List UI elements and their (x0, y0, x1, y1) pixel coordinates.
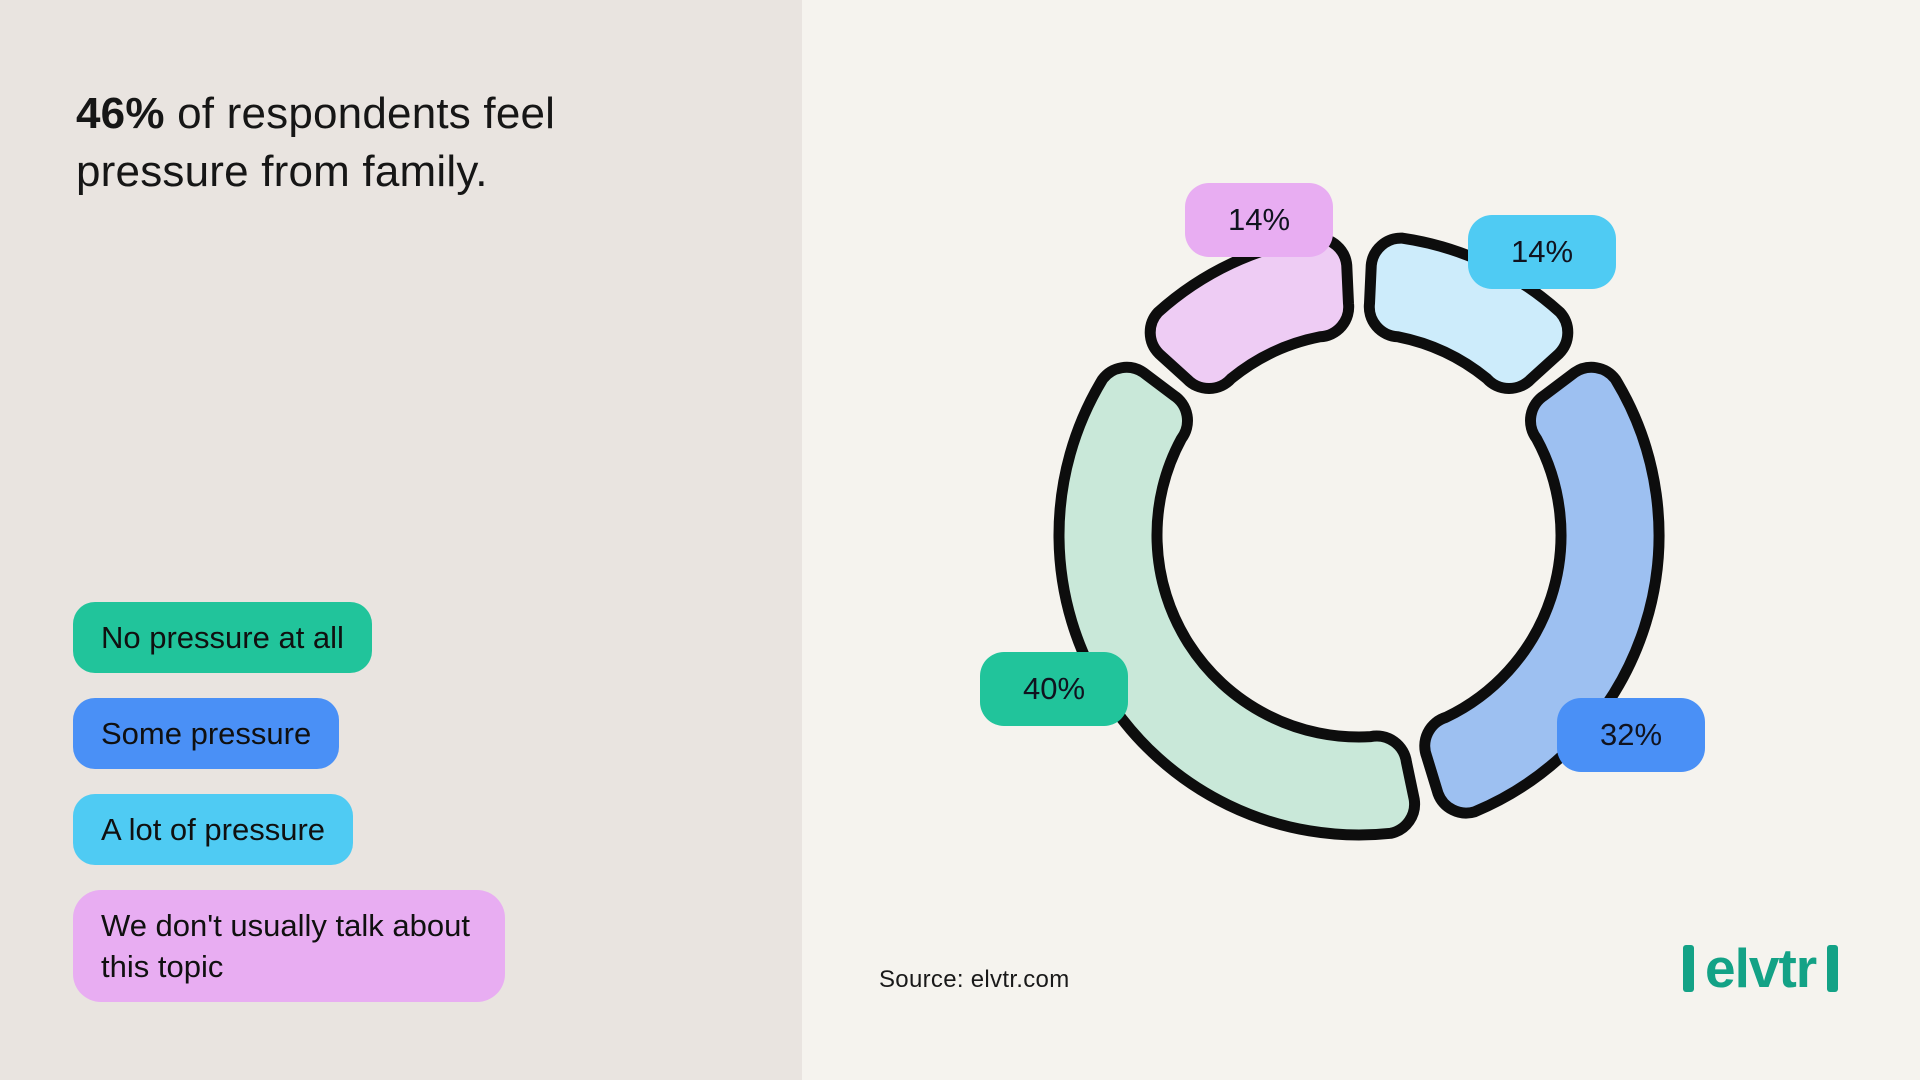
legend-label: Some pressure (101, 716, 312, 751)
legend-pill-some-pressure: Some pressure (73, 698, 340, 769)
source-note: Source: elvtr.com (879, 966, 1070, 993)
legend-pill-no-pressure: No pressure at all (73, 602, 372, 673)
left-panel: 46% of respondents feel pressure from fa… (0, 0, 802, 1080)
legend-label: We don't usually talk about this topic (101, 908, 470, 984)
headline-text: of respondents feel pressure from family… (76, 89, 556, 197)
logo-left-bar-icon (1683, 945, 1694, 992)
page-title: 46% of respondents feel pressure from fa… (76, 85, 706, 201)
logo-wordmark: elvtr (1705, 937, 1817, 999)
segment-badge-some-pressure: 32% (1557, 698, 1705, 772)
chart-panel (802, 0, 1920, 1080)
segment-badge-no-pressure: 40% (980, 652, 1128, 726)
segment-badge-dont-talk: 14% (1185, 183, 1333, 257)
legend-pill-a-lot-of-pressure: A lot of pressure (73, 794, 354, 865)
donut-segment-no-pressure-at-all (1053, 361, 1421, 841)
donut-segment-a-lot-of-pressure (1363, 232, 1574, 394)
headline-stat: 46% (76, 89, 165, 139)
legend-label: No pressure at all (101, 620, 344, 655)
legend-label: A lot of pressure (101, 812, 326, 847)
legend: No pressure at all Some pressure A lot o… (73, 602, 505, 1027)
brand-logo: elvtr (1683, 937, 1839, 999)
segment-badge-a-lot-of-pressure: 14% (1468, 215, 1616, 289)
logo-right-bar-icon (1827, 945, 1839, 992)
donut-segment-we-don-t-usually-talk-about-this-topic (1144, 232, 1355, 394)
legend-pill-dont-talk: We don't usually talk about this topic (73, 890, 505, 1002)
